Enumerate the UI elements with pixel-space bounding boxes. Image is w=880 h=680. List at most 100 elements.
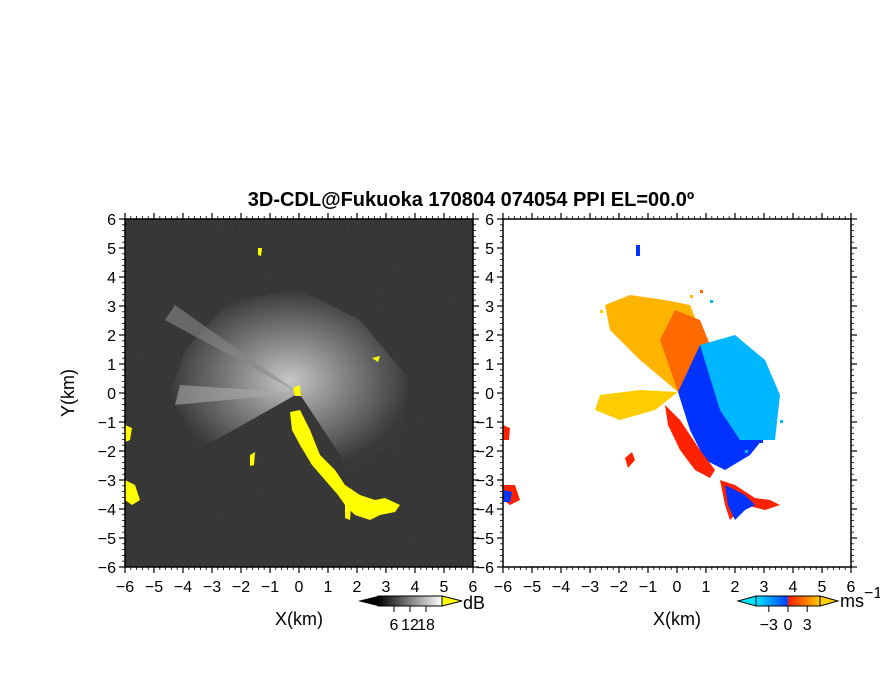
velocity-pixel	[745, 450, 748, 453]
y-tick-label: −1	[98, 415, 116, 432]
right-colorbar-unit: ms	[840, 591, 864, 611]
left-y-axis-label: Y(km)	[58, 369, 78, 417]
velocity-patch	[625, 452, 635, 468]
y-tick-label: 0	[107, 386, 116, 403]
y-tick-label: −4	[98, 502, 116, 519]
right-colorbar: −3 0 3 ms −1	[736, 585, 880, 634]
colorbar-tick-label: 18	[417, 617, 435, 634]
x-tick-label: 2	[731, 579, 740, 596]
left-colorbar-under-arrow	[358, 596, 378, 606]
x-tick-label: −1	[639, 579, 657, 596]
x-tick-label: −1	[261, 579, 279, 596]
velocity-patch	[665, 405, 715, 478]
y-tick-label: −6	[476, 560, 494, 577]
chart-title: 3D-CDL@Fukuoka 170804 074054 PPI EL=00.0…	[248, 189, 694, 211]
y-tick-label: 3	[485, 299, 494, 316]
x-tick-label: −4	[174, 579, 192, 596]
colorbar-tick-label: 12	[401, 617, 419, 634]
right-velocity-field	[503, 245, 783, 520]
x-tick-label: 0	[295, 579, 304, 596]
panel-left-intensity: −6 −5 −4 −3 −2 −1 0 1 2 3 4 5 6 6 5 4 3 2 1 0 −1 −2 −3 −4 −5 −6 X…	[58, 212, 479, 629]
y-tick-label: −5	[98, 531, 116, 548]
y-tick-label: −2	[98, 444, 116, 461]
velocity-patch	[660, 310, 710, 392]
velocity-pixel	[770, 380, 773, 383]
left-axis-ticks: −6 −5 −4 −3 −2 −1 0 1 2 3 4 5 6 6 5 4 3 2 1 0 −1 −2 −3 −4 −5 −6	[98, 212, 479, 596]
velocity-patch	[595, 390, 678, 420]
y-tick-label: 4	[107, 270, 116, 287]
left-strong-echo-regions	[125, 248, 400, 520]
velocity-pixel	[780, 420, 783, 423]
x-tick-label: −6	[116, 579, 134, 596]
y-tick-label: 6	[107, 212, 116, 229]
y-tick-label: 5	[107, 241, 116, 258]
y-tick-label: −2	[476, 444, 494, 461]
colorbar-tick-label: 3	[803, 617, 812, 634]
x-tick-label: −2	[232, 579, 250, 596]
strong-echo-patch	[258, 248, 262, 256]
velocity-patch	[503, 490, 512, 502]
y-tick-label: −1	[476, 415, 494, 432]
x-tick-label: −6	[494, 579, 512, 596]
velocity-patch	[636, 245, 640, 256]
right-x-axis-label: X(km)	[653, 609, 701, 629]
strong-echo-patch	[293, 385, 301, 396]
x-tick-label: 5	[818, 579, 827, 596]
x-tick-label: −5	[523, 579, 541, 596]
velocity-pixel	[690, 295, 693, 298]
x-tick-label: 1	[702, 579, 711, 596]
y-tick-label: 0	[485, 386, 494, 403]
x-tick-label: 6	[469, 579, 478, 596]
colorbar-tick-label: 0	[784, 617, 793, 634]
velocity-patch	[700, 335, 780, 440]
y-tick-label: −5	[476, 531, 494, 548]
x-tick-label: 6	[847, 579, 856, 596]
left-colorbar-gradient	[377, 595, 443, 607]
x-tick-label: 4	[789, 579, 798, 596]
y-tick-label: 3	[107, 299, 116, 316]
x-tick-label: 4	[411, 579, 420, 596]
right-plot-background	[503, 219, 851, 567]
x-tick-label: 0	[673, 579, 682, 596]
y-tick-label: −3	[476, 473, 494, 490]
left-colorbar-over-arrow	[441, 595, 463, 607]
x-tick-label: −2	[610, 579, 628, 596]
y-tick-label: 2	[485, 328, 494, 345]
y-tick-label: 1	[107, 357, 116, 374]
strong-echo-patch	[250, 452, 255, 466]
x-tick-label: 5	[440, 579, 449, 596]
x-tick-label: 2	[353, 579, 362, 596]
strong-echo-patch	[125, 425, 132, 442]
left-echo-sector	[170, 290, 410, 470]
velocity-pixel	[600, 310, 603, 313]
x-tick-label: 3	[382, 579, 391, 596]
y-tick-label: 4	[485, 270, 494, 287]
x-tick-label: −4	[552, 579, 570, 596]
left-echo-beam	[175, 385, 299, 405]
right-colorbar-ticks: −3 0 3	[760, 606, 812, 634]
right-colorbar-over-arrow	[819, 595, 840, 607]
strong-echo-patch	[345, 490, 352, 520]
velocity-pixel	[710, 300, 713, 303]
strong-echo-patch	[372, 356, 380, 362]
x-tick-label: 3	[760, 579, 769, 596]
velocity-patch	[503, 425, 510, 440]
panel-right-velocity: −6 −5 −4 −3 −2 −1 0 1 2 3 4 5 6 6 5 4 3 2 1 0 −1 −2 −3 −4 −5 −6 X…	[476, 212, 857, 629]
y-tick-label: 6	[485, 212, 494, 229]
y-tick-label: 2	[107, 328, 116, 345]
y-tick-label: −4	[476, 502, 494, 519]
left-echo-beam	[165, 305, 299, 393]
y-tick-label: 1	[485, 357, 494, 374]
left-colorbar-unit: dB	[463, 593, 485, 613]
velocity-patch	[725, 485, 755, 520]
right-colorbar-unit-exponent: −1	[864, 585, 880, 602]
x-tick-label: −3	[203, 579, 221, 596]
velocity-pixel	[700, 290, 703, 293]
colorbar-tick-label: 6	[390, 617, 399, 634]
y-tick-label: 5	[485, 241, 494, 258]
left-x-axis-label: X(km)	[275, 609, 323, 629]
colorbar-tick-label: −3	[760, 617, 778, 634]
